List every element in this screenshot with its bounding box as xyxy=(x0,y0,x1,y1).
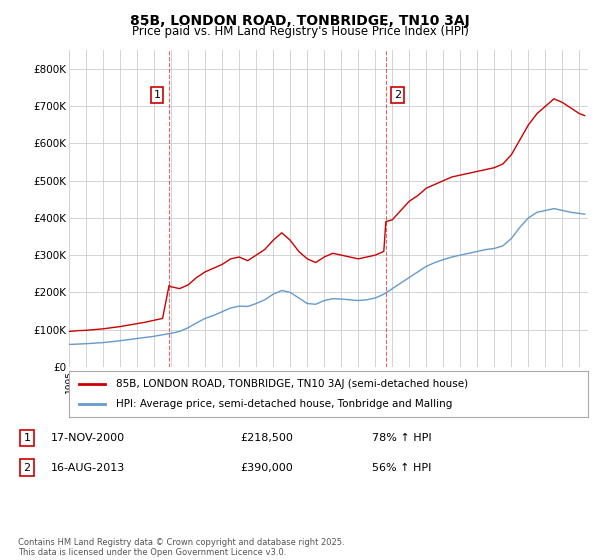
Text: Contains HM Land Registry data © Crown copyright and database right 2025.
This d: Contains HM Land Registry data © Crown c… xyxy=(18,538,344,557)
Text: 2: 2 xyxy=(23,463,31,473)
Text: 56% ↑ HPI: 56% ↑ HPI xyxy=(372,463,431,473)
Text: 2: 2 xyxy=(394,90,401,100)
Text: £218,500: £218,500 xyxy=(240,433,293,443)
Text: £390,000: £390,000 xyxy=(240,463,293,473)
Text: 1: 1 xyxy=(23,433,31,443)
Text: 78% ↑ HPI: 78% ↑ HPI xyxy=(372,433,431,443)
Text: 1: 1 xyxy=(154,90,161,100)
Text: 17-NOV-2000: 17-NOV-2000 xyxy=(51,433,125,443)
Text: HPI: Average price, semi-detached house, Tonbridge and Malling: HPI: Average price, semi-detached house,… xyxy=(116,399,452,409)
Text: 85B, LONDON ROAD, TONBRIDGE, TN10 3AJ: 85B, LONDON ROAD, TONBRIDGE, TN10 3AJ xyxy=(130,14,470,28)
Text: 16-AUG-2013: 16-AUG-2013 xyxy=(51,463,125,473)
Text: 85B, LONDON ROAD, TONBRIDGE, TN10 3AJ (semi-detached house): 85B, LONDON ROAD, TONBRIDGE, TN10 3AJ (s… xyxy=(116,379,468,389)
Text: Price paid vs. HM Land Registry's House Price Index (HPI): Price paid vs. HM Land Registry's House … xyxy=(131,25,469,38)
